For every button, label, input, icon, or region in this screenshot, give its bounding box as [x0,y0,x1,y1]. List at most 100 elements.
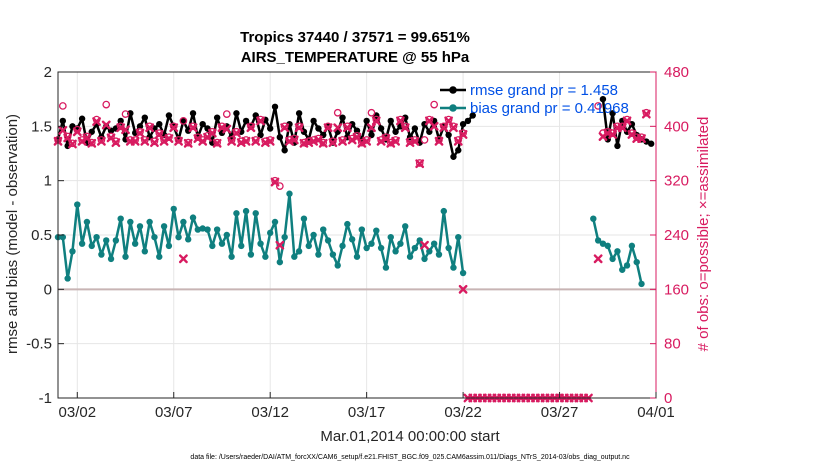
obs-assimilated-marker [294,123,304,133]
obs-possible-marker [594,102,602,110]
bias-point [392,248,399,255]
rmse-point [339,114,346,121]
obs-assimilated-marker [434,136,444,146]
obs-assimilated-marker [241,136,251,146]
obs-possible-marker [396,115,405,124]
y-axis-label-left: rmse and bias (model - observation) [4,114,21,354]
obs-assimilated-marker [111,138,121,148]
obs-possible-marker [295,122,303,131]
obs-assimilated-marker [617,123,627,133]
obs-assimilated-marker [410,136,420,146]
obs-possible-marker [353,131,361,140]
bias-point [223,231,230,239]
bias-point [329,251,337,258]
bias-point [151,233,158,241]
obs-possible-marker [222,110,231,118]
bias-point [136,223,144,230]
bias-point [353,253,361,260]
rmse-point [368,131,375,139]
obs-possible-marker [333,108,342,117]
obs-possible-marker [227,136,236,144]
bias-point [170,205,177,213]
rmse-point [464,117,472,125]
bias-point [117,215,124,222]
obs-assimilated-marker [275,240,285,250]
obs-assimilated-marker [641,109,651,119]
rmse-point [459,120,467,128]
rmse-point [189,110,197,117]
rmse-point [445,131,452,139]
right-axis: 0 80 160 240 320 400 480 [650,64,689,407]
bias-point [276,258,284,266]
rmse-point [643,138,650,145]
obs-assimilated-marker [72,127,82,137]
bias-point [402,223,409,230]
rmse-point [141,114,149,121]
obs-assimilated-marker [169,123,179,133]
rmse-point [599,95,607,103]
bias-point [623,262,631,269]
obs-assimilated-marker [207,128,217,138]
obs-assimilated-marker [449,123,458,133]
bias-point [204,226,211,233]
y-axis-label-right: # of obs: o=possible; ×=assimilated [695,117,712,352]
bias-point [445,244,452,252]
obs-assimilated-marker [121,125,130,135]
bias-point [185,236,192,243]
obs-possible-marker [83,132,91,141]
obs-assimilated-marker [232,128,241,138]
legend: rmse grand pr = 1.458 bias grand pr = 0.… [440,82,629,117]
obs-possible-marker [150,137,159,146]
obs-possible-marker [116,122,125,131]
obs-assimilated-marker [140,136,150,146]
obs-assimilated-marker [174,136,183,146]
obs-possible-marker [430,100,439,109]
bias-point [59,233,67,241]
rmse-point [411,125,419,132]
obs-assimilated-marker [256,116,265,126]
rmse-point [180,117,187,125]
obs-possible-marker [628,129,636,137]
bias-point [247,251,255,258]
obs-assimilated-marker [92,117,101,126]
obs-assimilated-marker [444,116,454,126]
bias-point [83,218,91,226]
rmse-point [271,103,279,110]
bias-line [58,192,465,280]
obs-assimilated-marker [338,136,347,146]
y-tick-label-left: 1.5 [31,118,52,135]
obs-assimilated-marker [362,136,372,146]
bias-point [266,229,274,237]
bias-point [209,242,216,250]
bias-point [430,240,438,247]
y-tick-label-right: 400 [664,118,689,135]
obs-assimilated-marker [193,134,203,143]
obs-possible-marker [179,117,188,125]
bias-point [628,242,636,250]
bias-point [455,233,462,241]
obs-assimilated-marker [415,159,425,169]
rmse-point [609,110,616,117]
y-tick-label-left: 0 [44,281,52,298]
rmse-point [233,110,240,117]
bias-point [194,226,202,233]
obs-assimilated-marker [328,138,338,148]
bias-point [156,253,163,260]
rmse-point [392,128,399,135]
bias-point [103,237,110,244]
bias-point [320,226,327,233]
y-tick-label-left: 2 [44,64,52,81]
obs-possible-marker [232,127,241,136]
obs-assimilated-marker [396,116,405,126]
obs-possible-marker [68,139,77,148]
obs-assimilated-marker [622,116,632,126]
obs-assimilated-marker [150,138,159,148]
obs-possible-marker [435,136,443,144]
bias-point [213,226,221,233]
bias-point [594,237,602,244]
obs-possible-marker [401,122,410,131]
y-tick-label-left: -1 [39,390,52,407]
bias-point [199,225,206,232]
obs-possible-marker [425,115,434,124]
bias-point [363,244,370,252]
